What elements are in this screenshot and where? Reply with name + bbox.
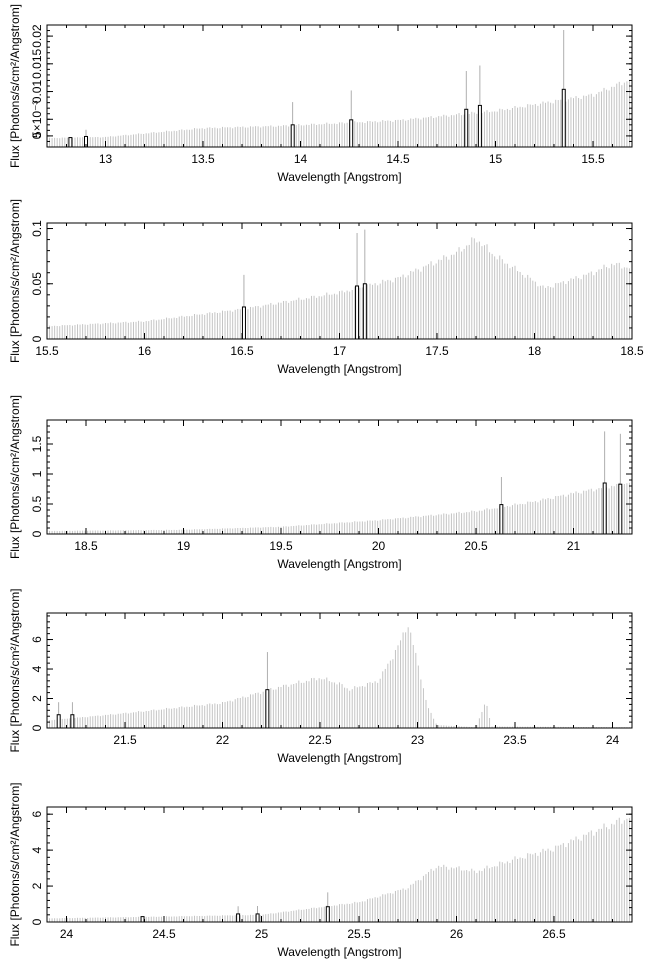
y-axis-title: Flux [Photons/s/cm²/Angstrom] [8, 4, 22, 168]
x-tick-label: 13.5 [191, 152, 215, 166]
x-tick-label: 19 [177, 539, 191, 553]
y-tick-label: 6 [30, 811, 44, 818]
line-bar [56, 714, 61, 728]
y-tick-label: 1.5 [30, 435, 44, 452]
x-tick-label: 20 [372, 539, 386, 553]
line-bar [290, 124, 295, 147]
line-bar [70, 714, 75, 728]
x-tick-label: 13 [99, 152, 113, 166]
x-tick-label: 16.5 [230, 344, 254, 358]
y-axis-title: Flux [Photons/s/cm²/Angstrom] [8, 782, 22, 946]
y-tick-label: 0 [30, 132, 44, 139]
x-tick-label: 18.5 [74, 539, 98, 553]
y-tick-label: 0 [30, 918, 44, 925]
x-tick-label: 20.5 [464, 539, 488, 553]
y-tick-label: 0.015 [30, 48, 44, 78]
plot-area [47, 810, 632, 922]
line-bar [602, 482, 607, 534]
x-tick-label: 15.5 [581, 152, 605, 166]
x-tick-label: 22.5 [308, 733, 332, 747]
plot-area [47, 627, 632, 728]
x-tick-label: 23.5 [503, 733, 527, 747]
y-tick-label: 5×10⁻³ [30, 101, 44, 138]
x-axis-title: Wavelength [Angstrom] [277, 557, 401, 571]
x-tick-label: 17.5 [425, 344, 449, 358]
x-axis-title: Wavelength [Angstrom] [277, 170, 401, 184]
x-tick-label: 16 [138, 344, 152, 358]
x-axis-title: Wavelength [Angstrom] [277, 945, 401, 959]
y-axis-title: Flux [Photons/s/cm²/Angstrom] [8, 199, 22, 363]
line-bar [325, 906, 330, 922]
line-bar [68, 137, 73, 147]
y-axis-title: Flux [Photons/s/cm²/Angstrom] [8, 395, 22, 559]
x-tick-label: 23 [411, 733, 425, 747]
x-axis-title: Wavelength [Angstrom] [277, 362, 401, 376]
y-tick-label: 2 [30, 695, 44, 702]
panel-2: 15.5 16 16.5 17 17.5 18 18.5 0 0.05 0.1 Wavelength… [8, 199, 644, 376]
line-bar [349, 119, 354, 147]
line-bar [140, 916, 145, 922]
x-tick-label: 15 [489, 152, 503, 166]
x-tick-label: 17 [333, 344, 347, 358]
line-bar [561, 88, 566, 147]
x-tick-label: 24 [606, 733, 620, 747]
plot-area [47, 229, 632, 339]
x-tick-label: 24.5 [152, 927, 176, 941]
line-bar [499, 504, 504, 534]
y-tick-label: 0 [30, 530, 44, 537]
x-tick-label: 24 [60, 927, 74, 941]
x-tick-label: 25.5 [347, 927, 371, 941]
line-bar [241, 306, 246, 339]
y-tick-label: 4 [30, 665, 44, 672]
y-tick-label: 0.02 [30, 24, 44, 48]
y-tick-label: 2 [30, 882, 44, 889]
line-bar [618, 483, 623, 534]
x-axis-title: Wavelength [Angstrom] [277, 751, 401, 765]
x-tick-label: 19.5 [269, 539, 293, 553]
y-tick-label: 0 [30, 335, 44, 342]
line-bar [265, 689, 270, 728]
line-bar [255, 913, 260, 922]
y-tick-label: 0.5 [30, 495, 44, 512]
line-bar [477, 104, 482, 147]
y-tick-label: 0.05 [30, 272, 44, 296]
line-bar [362, 283, 367, 339]
x-tick-label: 14 [294, 152, 308, 166]
x-tick-label: 15.5 [35, 344, 59, 358]
plot-area [47, 29, 632, 147]
y-tick-label: 0.01 [30, 80, 44, 104]
plot-area [47, 431, 632, 534]
y-axis-title: Flux [Photons/s/cm²/Angstrom] [8, 588, 22, 752]
line-bar [236, 913, 241, 922]
x-tick-label: 26 [450, 927, 464, 941]
x-tick-label: 21.5 [113, 733, 137, 747]
x-tick-label: 14.5 [386, 152, 410, 166]
y-tick-label: 0.1 [30, 220, 44, 237]
x-tick-label: 18.5 [620, 344, 644, 358]
x-tick-label: 21 [567, 539, 581, 553]
x-tick-label: 18 [528, 344, 542, 358]
x-tick-label: 25 [255, 927, 269, 941]
line-bar [355, 285, 360, 339]
y-tick-label: 1 [30, 470, 44, 477]
y-tick-label: 0 [30, 724, 44, 731]
x-tick-label: 26.5 [542, 927, 566, 941]
x-tick-label: 22 [216, 733, 230, 747]
y-tick-label: 4 [30, 846, 44, 853]
line-bar [84, 135, 88, 147]
panel-3: 18.5 19 19.5 20 20.5 21 0 0.5 1 1.5 Wavelength [An… [8, 395, 633, 571]
plot-frame [46, 419, 633, 535]
y-tick-label: 6 [30, 636, 44, 643]
line-bar [464, 108, 469, 147]
